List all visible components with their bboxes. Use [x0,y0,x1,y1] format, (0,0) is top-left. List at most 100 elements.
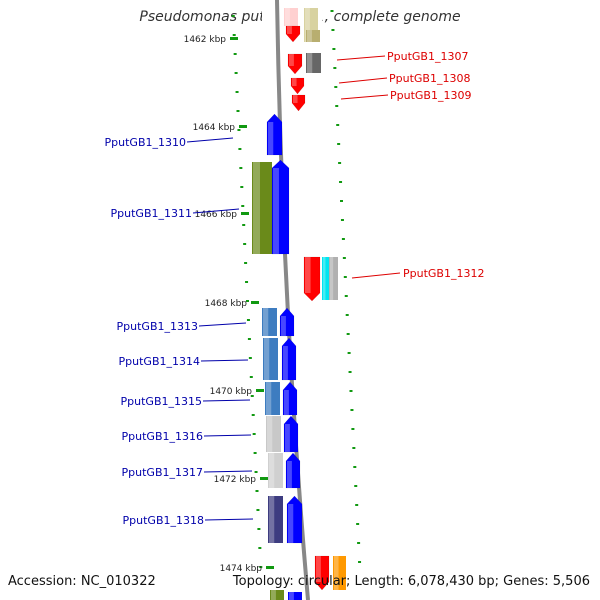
gene-pputgb1-1314-block [263,338,278,380]
tick-mark [340,200,343,202]
tick-mark [236,110,240,112]
tick-mark [250,395,254,397]
gene-block-shine [307,30,312,42]
gene-pputgb1-1317-block-shine [269,453,275,488]
gene-pputgb1-1316-label: PputGB1_1316 [122,430,203,443]
tick-mark [246,319,250,321]
gene-pputgb1-1317-arrow-shine [287,461,292,488]
gene-pputgb1-1315-block [265,382,280,415]
tick-mark [334,86,338,88]
gene-pputgb1-1312-block-shine [330,257,334,300]
gene-pputgb1-1307-block [306,53,321,73]
gene-pputgb1-1311-arrow-shine [273,168,279,254]
major-tick [230,37,238,40]
gene-arrow [314,555,330,591]
tick-mark [342,257,346,259]
gene-pputgb1-1316-block [266,416,281,452]
tick-mark [353,466,357,468]
tick-mark [332,48,336,50]
gene-pputgb1-1313-block-shine [263,308,269,336]
gene-pputgb1-1312-arrow-shine [305,257,311,293]
tick-mark [344,295,348,297]
gene-pputgb1-1312-label: PputGB1_1312 [403,267,484,280]
tick-mark [247,338,251,340]
gene-block-shine [289,592,294,600]
gene-pputgb1-1315-label: PputGB1_1315 [121,395,202,408]
tick-mark [350,409,354,411]
gene-pputgb1-1315-arrow [282,381,298,416]
gene-pputgb1-1315-block-shine [266,382,272,415]
gene-pputgb1-1313-leader-line [198,322,247,327]
major-tick [260,477,268,480]
major-tick [241,212,249,215]
tick-mark [254,471,258,473]
gene-pputgb1-1311-block [252,162,272,254]
gene-pputgb1-1308-label: PputGB1_1308 [389,72,470,85]
tick-mark [357,542,361,544]
gene-arrow-shine [316,556,321,582]
tick-mark [347,352,351,354]
gene-pputgb1-1310-label: PputGB1_1310 [105,136,186,149]
gene-pputgb1-1307-block-shine [307,53,313,73]
tick-mark [232,34,236,36]
gene-pputgb1-1308-leader-line [338,77,388,84]
topology-label: Topology: circular; Length: 6,078,430 bp… [232,574,590,589]
tick-label: 1470 kbp [210,387,253,397]
gene-pputgb1-1312-block [329,257,338,300]
gene-pputgb1-1318-arrow-shine [288,504,294,543]
tick-mark [238,148,242,150]
gene-block-shine [334,556,339,590]
tick-mark [354,485,358,487]
gene-pputgb1-1310-leader-line [186,137,234,143]
tick-mark [358,561,362,563]
tick-mark [242,224,246,226]
gene-pputgb1-1314-arrow-shine [283,346,288,380]
tick-mark [346,333,350,335]
gene-pputgb1-1309-leader-line [340,94,389,100]
tick-label: 1472 kbp [214,475,257,485]
gene-pputgb1-1317-block [268,453,283,488]
major-tick [239,125,247,128]
tick-mark [333,67,337,69]
tick-mark [341,238,345,240]
gene-pputgb1-1308-arrow-shine [292,78,297,86]
gene-pputgb1-1318-block-shine [269,496,275,543]
tick-mark [259,566,263,568]
tick-mark [235,91,239,93]
major-tick [266,566,274,569]
tick-mark [251,414,255,416]
tick-mark [253,452,257,454]
gene-arrow-shine [287,26,292,34]
tick-mark [248,357,252,359]
gene-pputgb1-1311-leader-line [192,208,240,214]
tick-mark [345,314,349,316]
gene-arrow [285,25,301,43]
tick-mark [239,167,243,169]
gene-pputgb1-1315-arrow-shine [284,390,289,415]
major-tick [251,301,259,304]
gene-pputgb1-1314-leader-line [200,359,249,362]
tick-mark [331,29,335,31]
gene-block [288,592,302,600]
gene-pputgb1-1311-label: PputGB1_1311 [111,207,192,220]
gene-pputgb1-1311-block-shine [253,162,260,254]
gene-pputgb1-1314-label: PputGB1_1314 [119,355,200,368]
accession-label: Accession: NC_010322 [8,574,156,589]
tick-label: 1462 kbp [184,35,227,45]
tick-mark [240,186,244,188]
tick-mark [233,53,237,55]
gene-block-shine [285,8,290,26]
gene-pputgb1-1318-leader-line [204,518,254,521]
tick-mark [257,528,261,530]
gene-pputgb1-1309-label: PputGB1_1309 [390,89,471,102]
tick-label: 1466 kbp [195,210,238,220]
gene-pputgb1-1307-arrow-shine [289,54,294,66]
gene-pputgb1-1312-block [322,257,329,300]
gene-pputgb1-1313-label: PputGB1_1313 [117,320,198,333]
gene-pputgb1-1312-arrow [303,256,321,302]
tick-mark [338,162,342,164]
tick-mark [351,428,355,430]
gene-pputgb1-1307-leader-line [336,55,386,61]
tick-mark [352,447,356,449]
